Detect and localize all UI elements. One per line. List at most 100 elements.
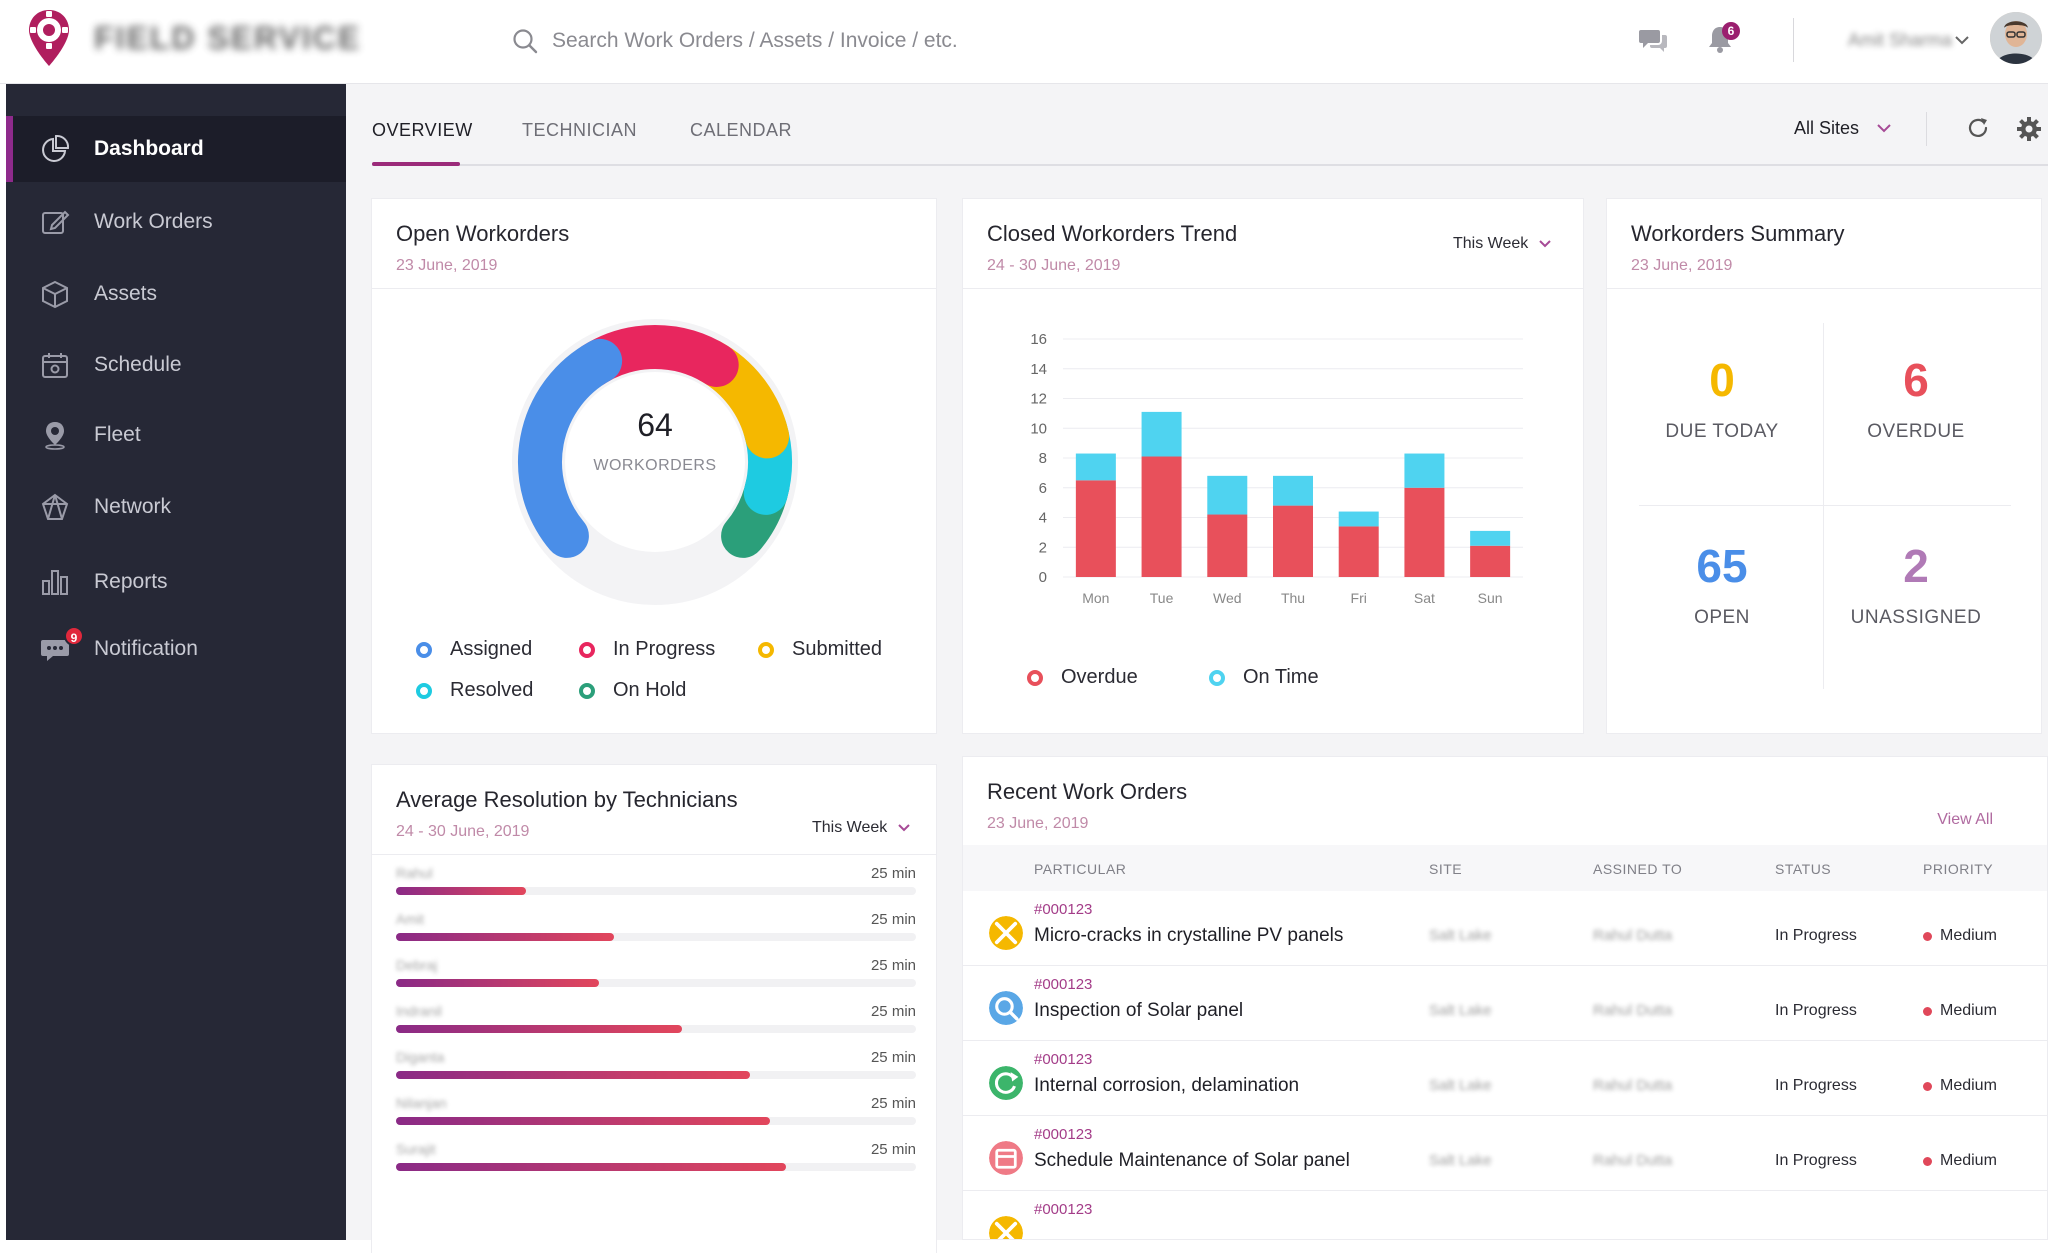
card-date: 23 June, 2019 bbox=[987, 815, 1089, 832]
card-date: 23 June, 2019 bbox=[1631, 257, 1733, 274]
view-all-link[interactable]: View All bbox=[1937, 811, 1993, 828]
avatar[interactable] bbox=[1990, 12, 2042, 64]
bar-overdue-fri[interactable] bbox=[1338, 526, 1379, 577]
status-badge: In Progress bbox=[1775, 927, 1857, 944]
y-tick-label: 16 bbox=[1030, 331, 1047, 348]
period-dropdown[interactable]: This Week bbox=[812, 819, 911, 837]
technician-time: 25 min bbox=[870, 1003, 916, 1020]
top-bar: FIELD SERVICE 6 Amit Sharma bbox=[0, 0, 2048, 84]
donut-slice-assigned[interactable] bbox=[518, 338, 623, 558]
sidebar-item-assets[interactable]: Assets bbox=[6, 261, 346, 327]
sidebar-item-work-orders[interactable]: Work Orders bbox=[6, 189, 346, 255]
bar-overdue-wed[interactable] bbox=[1207, 514, 1248, 577]
resolution-bar-fill bbox=[396, 887, 526, 895]
main-content: OVERVIEW TECHNICIAN CALENDAR All Sites bbox=[346, 84, 2048, 1253]
overdue-value: 6 bbox=[1903, 354, 1929, 406]
technician-row: Indranil 25 min bbox=[396, 1003, 916, 1049]
period-dropdown[interactable]: This Week bbox=[1453, 235, 1552, 253]
bar-on-time-sun[interactable] bbox=[1470, 530, 1511, 546]
bar-overdue-mon[interactable] bbox=[1075, 480, 1116, 577]
sidebar-item-notification[interactable]: 9 Notification bbox=[6, 616, 346, 682]
card-title: Average Resolution by Technicians bbox=[396, 787, 738, 812]
resolution-bar-fill bbox=[396, 1025, 682, 1033]
chevron-down-icon[interactable] bbox=[1954, 34, 1970, 46]
table-row[interactable]: #000123 Inspection of Solar panel Salt Lak… bbox=[963, 966, 2047, 1041]
work-order-id[interactable]: #000123 bbox=[1034, 1051, 1093, 1068]
chevron-down-icon[interactable] bbox=[1876, 122, 1892, 134]
work-order-title[interactable]: Inspection of Solar panel bbox=[1034, 1000, 1244, 1021]
sites-filter[interactable]: All Sites bbox=[1794, 118, 1860, 138]
table-row[interactable]: #000123 Schedule Maintenance of Solar pan… bbox=[963, 1116, 2047, 1191]
brand-logo-icon[interactable] bbox=[26, 8, 72, 70]
tab-overview[interactable]: OVERVIEW bbox=[372, 120, 473, 140]
bar-on-time-sat[interactable] bbox=[1404, 453, 1445, 488]
card-header: Closed Workorders Trend 24 - 30 June, 20… bbox=[963, 199, 1583, 289]
legend-label: Resolved bbox=[450, 679, 534, 701]
calendar-icon bbox=[989, 1141, 1023, 1175]
sidebar-item-network[interactable]: Network bbox=[6, 474, 346, 540]
y-tick-label: 2 bbox=[1039, 539, 1047, 556]
table-row[interactable]: #000123 Micro-cracks in crystalline PV pa… bbox=[963, 891, 2047, 966]
work-order-id[interactable]: #000123 bbox=[1034, 976, 1093, 993]
technician-row: Surajit 25 min bbox=[396, 1141, 916, 1187]
magnifier-icon bbox=[989, 991, 1023, 1025]
chat-icon[interactable] bbox=[1638, 26, 1668, 54]
unassigned-value: 2 bbox=[1903, 540, 1929, 592]
chat-bubble-icon bbox=[41, 640, 69, 661]
divider bbox=[1793, 18, 1794, 62]
work-order-id[interactable]: #000123 bbox=[1034, 1201, 1093, 1218]
technician-row: Amit 25 min bbox=[396, 911, 916, 957]
active-tab-indicator bbox=[372, 162, 460, 166]
bar-overdue-sat[interactable] bbox=[1404, 487, 1445, 577]
priority-dot bbox=[1923, 1006, 1932, 1016]
card-header: Average Resolution by Technicians 24 - 3… bbox=[372, 765, 936, 855]
donut-total: 64 bbox=[637, 407, 673, 443]
donut-center bbox=[565, 372, 745, 552]
column-header[interactable]: STATUS bbox=[1775, 861, 1832, 877]
work-order-site: Salt Lake bbox=[1429, 1077, 1492, 1094]
card-title: Recent Work Orders bbox=[987, 779, 1188, 804]
column-header[interactable]: ASSINED TO bbox=[1593, 861, 1683, 877]
open-value: 65 bbox=[1696, 540, 1748, 592]
priority-dot bbox=[1923, 931, 1932, 941]
legend-label: On Hold bbox=[613, 679, 687, 701]
sidebar-item-fleet[interactable]: Fleet bbox=[6, 402, 346, 468]
work-order-id[interactable]: #000123 bbox=[1034, 1126, 1093, 1143]
work-order-assignee: Rahul Dutta bbox=[1593, 927, 1673, 944]
work-order-site: Salt Lake bbox=[1429, 1152, 1492, 1169]
bar-overdue-thu[interactable] bbox=[1273, 505, 1313, 577]
bar-on-time-tue[interactable] bbox=[1141, 411, 1182, 457]
due-today-label: DUE TODAY bbox=[1665, 421, 1779, 442]
sidebar-item-reports[interactable]: Reports bbox=[6, 549, 346, 615]
work-order-title[interactable]: Schedule Maintenance of Solar panel bbox=[1034, 1150, 1350, 1171]
work-order-title[interactable]: Internal corrosion, delamination bbox=[1034, 1075, 1300, 1096]
table-row[interactable]: #000123 bbox=[963, 1191, 2047, 1239]
divider bbox=[1823, 323, 1824, 689]
table-row[interactable]: #000123 Internal corrosion, delamination S… bbox=[963, 1041, 2047, 1116]
tab-technician[interactable]: TECHNICIAN bbox=[522, 120, 638, 140]
sidebar-item-dashboard[interactable]: Dashboard bbox=[6, 116, 346, 182]
bar-overdue-sun[interactable] bbox=[1470, 545, 1511, 577]
divider bbox=[372, 164, 2048, 166]
tab-calendar[interactable]: CALENDAR bbox=[690, 120, 793, 140]
column-header[interactable]: PRIORITY bbox=[1923, 861, 1994, 877]
user-name[interactable]: Amit Sharma bbox=[1848, 30, 1953, 50]
bar-on-time-fri[interactable] bbox=[1338, 511, 1379, 527]
bar-overdue-tue[interactable] bbox=[1141, 456, 1182, 577]
refresh-icon[interactable] bbox=[1966, 116, 1990, 140]
work-order-id[interactable]: #000123 bbox=[1034, 901, 1093, 918]
search-input[interactable] bbox=[552, 29, 1112, 53]
work-order-title[interactable]: Micro-cracks in crystalline PV panels bbox=[1034, 925, 1344, 946]
column-header[interactable]: PARTICULAR bbox=[1034, 861, 1127, 877]
sidebar-item-schedule[interactable]: Schedule bbox=[6, 332, 346, 398]
priority-label: Medium bbox=[1940, 1002, 1997, 1019]
bar-on-time-thu[interactable] bbox=[1273, 475, 1313, 506]
technician-name: Diganta bbox=[396, 1049, 445, 1065]
bar-chart-icon bbox=[42, 570, 68, 595]
open-workorders-card: Open Workorders 23 June, 2019 64 WORKORD… bbox=[371, 198, 937, 734]
bar-on-time-wed[interactable] bbox=[1207, 475, 1248, 515]
column-header[interactable]: SITE bbox=[1429, 861, 1463, 877]
gear-icon[interactable] bbox=[2016, 116, 2042, 142]
legend-label: In Progress bbox=[613, 638, 716, 660]
bar-on-time-mon[interactable] bbox=[1075, 453, 1116, 481]
